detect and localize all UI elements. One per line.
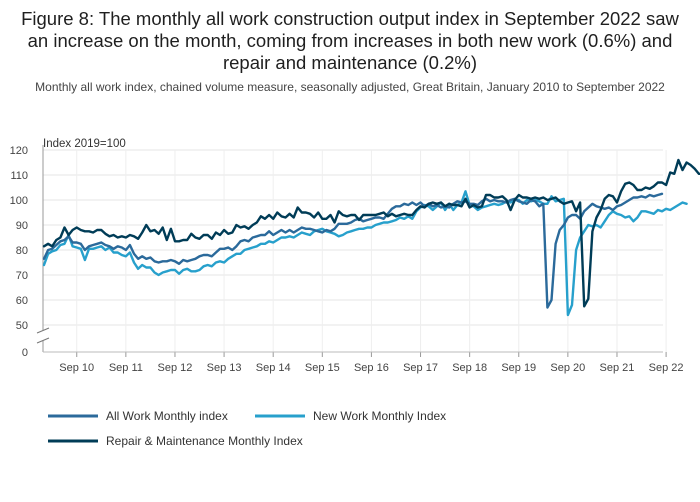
x-tick-label: Sep 21	[600, 362, 635, 374]
series-line-repair-maintenance-monthly-index	[42, 158, 700, 308]
y-tick-label: 60	[16, 295, 28, 307]
legend-label: Repair & Maintenance Monthly Index	[106, 434, 303, 448]
legend[interactable]: All Work Monthly index New Work Monthly I…	[48, 409, 446, 448]
y-tick-label: 100	[10, 195, 28, 207]
x-tick-label: Sep 17	[403, 362, 438, 374]
x-tick-label: Sep 16	[354, 362, 389, 374]
x-tick-label: Sep 18	[452, 362, 487, 374]
x-tick-label: Sep 15	[305, 362, 340, 374]
y-tick-label: 50	[16, 320, 28, 332]
gridlines	[43, 149, 667, 352]
y-tick-label: 70	[16, 270, 28, 282]
x-tick-label: Sep 11	[109, 362, 143, 374]
x-tick-label: Sep 10	[59, 362, 94, 374]
legend-item[interactable]: All Work Monthly index	[48, 409, 228, 423]
y-tick-label: 90	[16, 220, 28, 232]
legend-item[interactable]: Repair & Maintenance Monthly Index	[48, 434, 303, 448]
series-line-new-work-monthly-index	[42, 190, 688, 317]
legend-label: New Work Monthly Index	[313, 409, 446, 423]
series-line-all-work-monthly-index	[42, 192, 664, 309]
legend-label: All Work Monthly index	[106, 409, 228, 423]
x-tick-label: Sep 14	[256, 362, 291, 374]
y-tick-label: 0	[22, 347, 28, 359]
series-lines	[42, 158, 700, 317]
axes: 0 50 60 70 80 90 100 110 120 Sep 10 Sep 11 Sep 12 Se…	[10, 145, 684, 374]
x-tick-label: Sep 12	[158, 362, 193, 374]
x-tick-label: Sep 22	[649, 362, 684, 374]
axis-break-mark	[36, 327, 50, 334]
y-tick-label: 120	[10, 145, 28, 157]
x-tick-label: Sep 19	[501, 362, 536, 374]
legend-item[interactable]: New Work Monthly Index	[255, 409, 446, 423]
y-tick-label: 80	[16, 245, 28, 257]
y-axis-label: Index 2019=100	[43, 138, 126, 150]
chart-subtitle: Monthly all work index, chained volume m…	[35, 80, 665, 94]
x-tick-label: Sep 13	[207, 362, 242, 374]
axis-break-mark	[36, 337, 50, 344]
y-tick-label: 110	[10, 170, 28, 182]
chart-title: Figure 8: The monthly all work construct…	[21, 8, 679, 73]
x-tick-label: Sep 20	[550, 362, 585, 374]
